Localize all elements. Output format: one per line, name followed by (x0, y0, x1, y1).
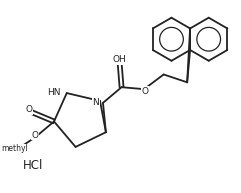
Text: HCl: HCl (23, 159, 43, 172)
Text: OH: OH (113, 55, 127, 64)
Text: N: N (92, 98, 99, 107)
Text: O: O (25, 105, 32, 114)
Text: HN: HN (47, 88, 61, 96)
Text: O: O (141, 87, 148, 96)
Text: methyl: methyl (1, 144, 28, 153)
Text: O: O (32, 131, 39, 140)
